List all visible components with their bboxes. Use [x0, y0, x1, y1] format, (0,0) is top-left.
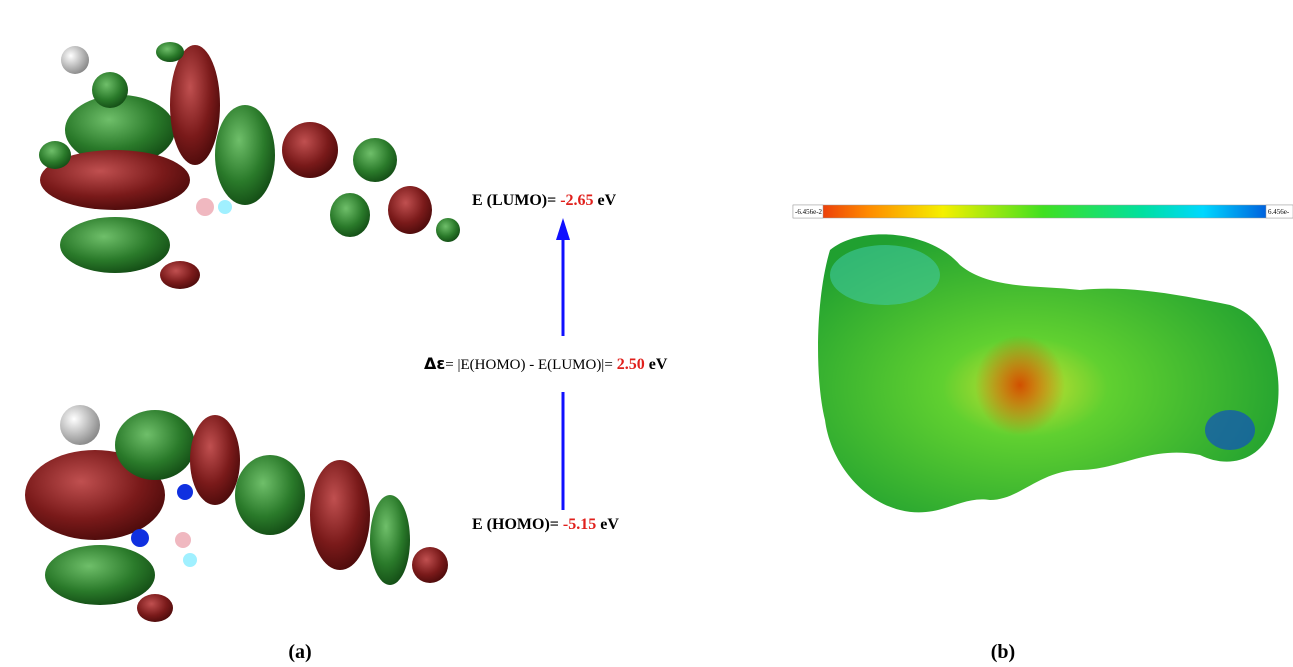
homo-label: E (HOMO)= [472, 516, 559, 533]
gap-value: 2.50 [617, 356, 645, 373]
homo-orbital [25, 405, 448, 622]
panel-label: (b) [991, 641, 1015, 663]
gap-unit: eV [649, 356, 668, 373]
mep-surface [818, 234, 1279, 512]
gap-symbol: Δε [424, 354, 445, 373]
figure: E (LUMO)=-2.65 eV Δε= |E(HOMO) - E(LUMO)|… [0, 0, 1293, 667]
lumo-orbital [39, 42, 460, 289]
colorbar-min: -6.456e-2 [795, 208, 823, 216]
colorbar-max: 6.456e- [1268, 208, 1290, 216]
panel-label: (a) [288, 641, 311, 663]
homo-value: -5.15 [563, 516, 596, 533]
lumo-value: -2.65 [560, 192, 593, 209]
lumo-label: E (LUMO)= [472, 192, 556, 209]
gap-label: = |E(HOMO) - E(LUMO)|= [445, 357, 612, 373]
homo-unit: eV [600, 516, 619, 533]
lumo-energy: E (LUMO)=-2.65 eV [472, 192, 617, 209]
colorbar: -6.456e-2 6.456e- [793, 205, 1293, 218]
lumo-unit: eV [598, 192, 617, 209]
